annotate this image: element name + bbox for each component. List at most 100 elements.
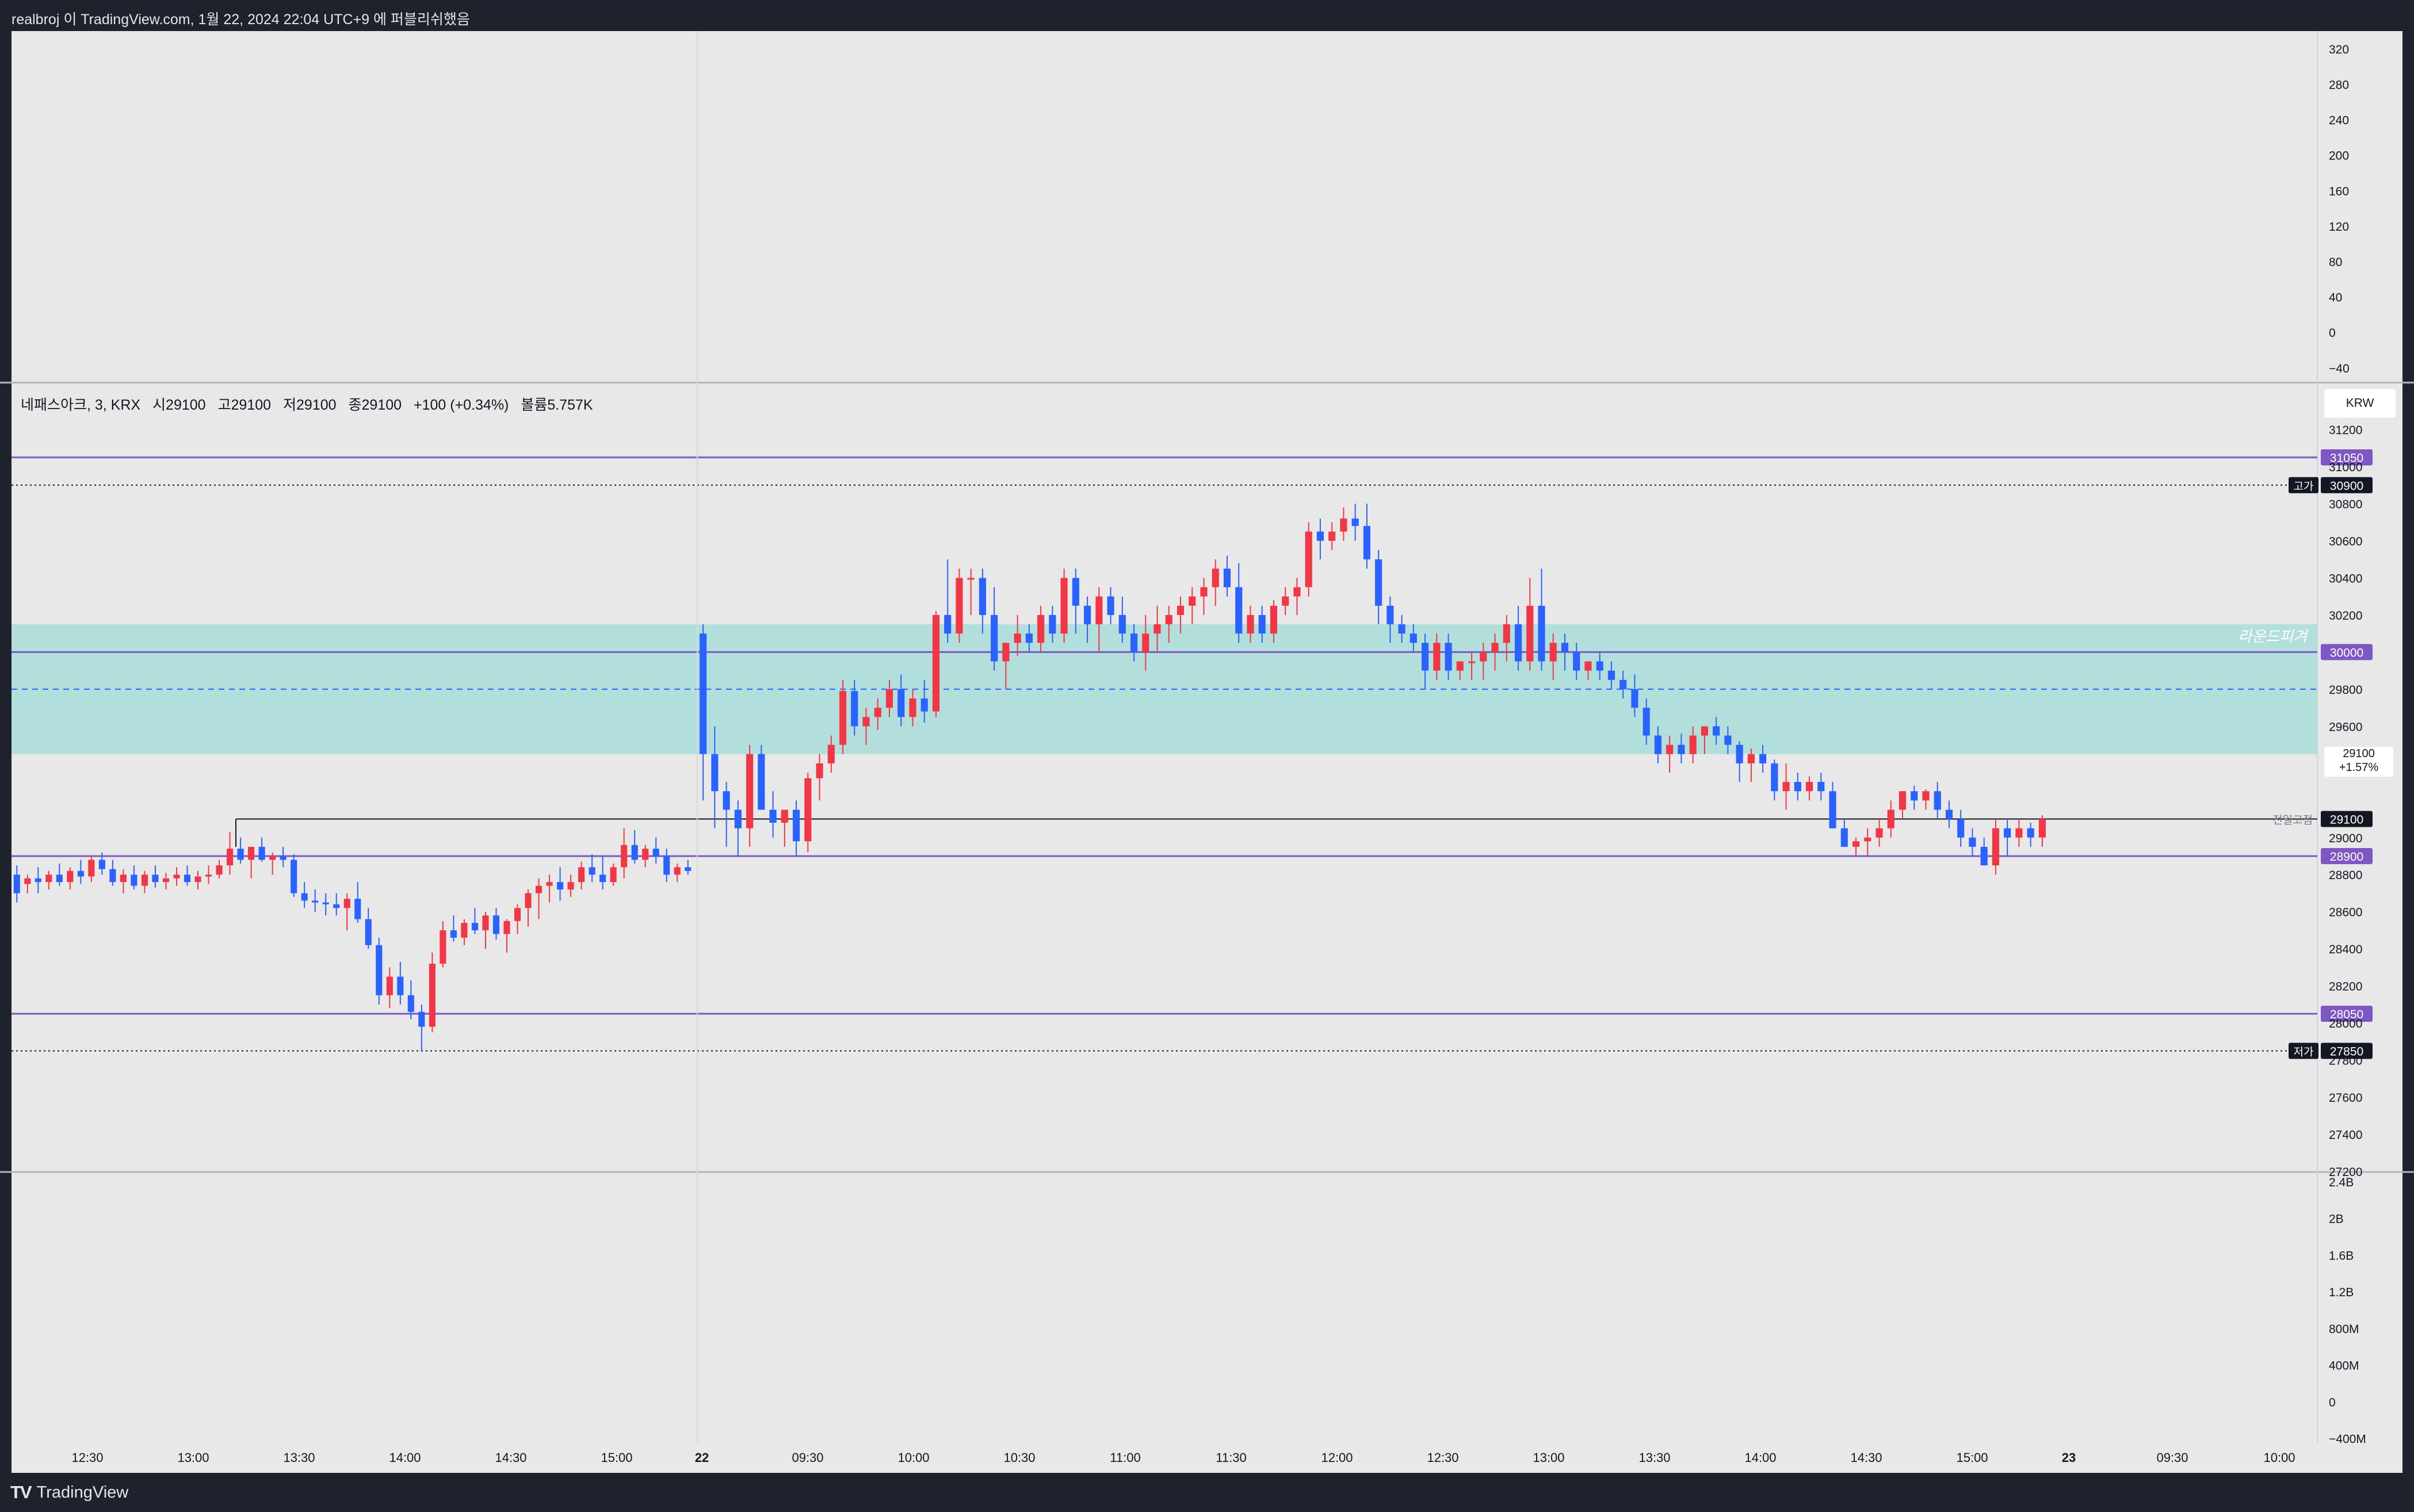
candle bbox=[874, 698, 881, 730]
candle-body bbox=[1957, 819, 1965, 838]
candle-body bbox=[1398, 624, 1405, 634]
candle bbox=[1713, 717, 1720, 745]
candle-body bbox=[67, 870, 74, 883]
level-price-label: 28050 bbox=[2330, 1008, 2363, 1021]
candle-body bbox=[1503, 624, 1510, 643]
candle bbox=[1596, 652, 1603, 680]
time-tick-label: 15:00 bbox=[601, 1450, 632, 1465]
candle-body bbox=[56, 875, 63, 883]
level-price-badge bbox=[2321, 477, 2373, 494]
candle bbox=[1398, 614, 1405, 643]
price-tick-label: 27400 bbox=[2329, 1129, 2362, 1142]
candle bbox=[482, 911, 489, 949]
price-tick-label: 29600 bbox=[2329, 720, 2362, 734]
current-change: +1.57% bbox=[2339, 761, 2379, 774]
candle bbox=[1340, 507, 1347, 541]
level-price-label: 30000 bbox=[2330, 646, 2363, 659]
candle bbox=[1805, 776, 1813, 801]
candle-body bbox=[322, 902, 329, 904]
candle bbox=[1456, 661, 1464, 680]
price-tick-label: 29000 bbox=[2329, 832, 2362, 845]
candle bbox=[205, 865, 212, 884]
price-tick-label: 29800 bbox=[2329, 684, 2362, 697]
price-tick-label: 27800 bbox=[2329, 1055, 2362, 1068]
level-price-badge bbox=[2321, 449, 2373, 465]
candle-body bbox=[599, 875, 606, 883]
time-tick-label: 12:00 bbox=[1321, 1450, 1353, 1465]
candle-body bbox=[1212, 568, 1219, 587]
candle bbox=[1782, 763, 1790, 810]
volume-tick-label: 800M bbox=[2329, 1323, 2359, 1336]
candle bbox=[1573, 643, 1580, 680]
candle-body bbox=[1107, 596, 1114, 615]
candle-body bbox=[1794, 782, 1801, 792]
time-tick-label: 12:30 bbox=[1427, 1450, 1458, 1465]
candle bbox=[589, 854, 595, 883]
candle bbox=[13, 865, 20, 903]
level-price-badge bbox=[2321, 1006, 2373, 1022]
candle-body bbox=[1363, 526, 1370, 560]
legend-symbol[interactable]: 네패스아크, 3, KRX bbox=[21, 397, 141, 413]
candle bbox=[674, 863, 681, 883]
legend-volume: 볼륨5.757K bbox=[521, 397, 593, 413]
volume-tick-label: −400M bbox=[2329, 1433, 2366, 1446]
level-price-label: 31050 bbox=[2330, 452, 2363, 465]
candle bbox=[1200, 578, 1208, 615]
candle bbox=[599, 856, 606, 890]
price-panel-axis-bg bbox=[2317, 383, 2402, 1171]
candle-body bbox=[1002, 643, 1010, 662]
candle-body bbox=[1561, 643, 1569, 652]
candle-body bbox=[1573, 652, 1580, 671]
candle bbox=[1130, 624, 1138, 662]
publish-text: realbroj 이 TradingView.com, 1월 22, 2024 … bbox=[12, 12, 470, 28]
candle-body bbox=[2027, 828, 2034, 838]
candle bbox=[77, 860, 84, 884]
candle-body bbox=[1386, 605, 1394, 625]
candle bbox=[1293, 578, 1301, 615]
candle-body bbox=[1596, 661, 1603, 671]
candle-body bbox=[1934, 791, 1941, 810]
candle bbox=[1911, 785, 1918, 810]
candle-body bbox=[991, 614, 998, 662]
candle bbox=[1025, 624, 1033, 652]
candle-body bbox=[343, 899, 350, 908]
candle-body bbox=[1258, 614, 1266, 634]
candle-body bbox=[1619, 679, 1627, 689]
candle bbox=[631, 830, 638, 864]
candle bbox=[312, 889, 319, 912]
candle bbox=[1631, 674, 1638, 717]
candle bbox=[685, 860, 692, 875]
price-panel bbox=[12, 383, 2317, 1171]
candle-body bbox=[932, 614, 940, 712]
candle bbox=[237, 837, 244, 864]
candle-body bbox=[839, 691, 847, 745]
candle-body bbox=[1654, 735, 1661, 754]
candle bbox=[1468, 652, 1476, 680]
candle-body bbox=[1607, 670, 1615, 680]
candle-body bbox=[1911, 791, 1918, 801]
currency-badge[interactable]: KRW bbox=[2324, 389, 2396, 418]
candle-body bbox=[1025, 633, 1033, 643]
candle bbox=[723, 782, 730, 847]
candle bbox=[1747, 749, 1755, 782]
time-tick-label: 13:00 bbox=[1533, 1450, 1564, 1465]
candle-body bbox=[746, 754, 754, 828]
candle bbox=[109, 860, 116, 886]
time-tick-label: 09:30 bbox=[2156, 1450, 2188, 1465]
tradingview-brand[interactable]: TV TradingView bbox=[10, 1482, 128, 1503]
candle-body bbox=[1584, 661, 1592, 671]
candle-body bbox=[1549, 643, 1557, 662]
candle bbox=[909, 689, 916, 727]
candle-body bbox=[77, 870, 84, 877]
time-tick-label: 13:30 bbox=[1638, 1450, 1670, 1465]
candle-body bbox=[35, 878, 41, 883]
candle bbox=[407, 980, 414, 1020]
brand-text: TradingView bbox=[36, 1483, 129, 1502]
candle-body bbox=[792, 810, 800, 842]
candle bbox=[525, 889, 532, 927]
candle bbox=[758, 744, 765, 810]
candle-body bbox=[1480, 652, 1487, 662]
candle bbox=[1561, 633, 1569, 671]
candle-body bbox=[45, 875, 52, 883]
